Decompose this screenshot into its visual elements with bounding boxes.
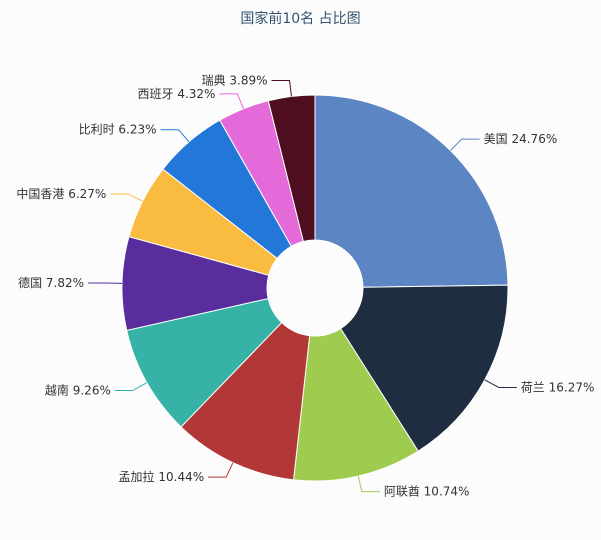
- label-line: [219, 93, 244, 109]
- chart-title: 国家前10名 占比图: [240, 11, 361, 27]
- slice-label: 阿联酋 10.74%: [384, 484, 470, 499]
- pie-slice-7[interactable]: [162, 119, 293, 260]
- slice-label: 美国 24.76%: [484, 132, 558, 146]
- label-line: [160, 129, 190, 143]
- label-line: [484, 379, 517, 388]
- slice-label: 比利时 6.23%: [79, 123, 157, 137]
- pie-slice-2[interactable]: [293, 327, 419, 482]
- slice-label: 越南 9.26%: [45, 383, 111, 398]
- pie-slice-9[interactable]: [267, 94, 316, 243]
- label-line: [450, 138, 480, 151]
- pie-slice-4[interactable]: [126, 297, 283, 428]
- label-line: [110, 193, 143, 202]
- label-line: [114, 382, 148, 392]
- slice-label: 瑞典 3.89%: [202, 74, 268, 88]
- slice-label: 荷兰 16.27%: [521, 380, 595, 394]
- slice-label: 西班牙 4.32%: [138, 87, 216, 101]
- pie-slice-0[interactable]: [314, 94, 509, 288]
- slice-label: 德国 7.82%: [18, 275, 84, 290]
- pie-slice-1[interactable]: [339, 284, 509, 452]
- label-line: [208, 462, 234, 478]
- slice-label: 中国香港 6.27%: [16, 186, 106, 201]
- pie-slice-5[interactable]: [121, 235, 270, 332]
- label-line: [357, 475, 380, 493]
- pie-slice-3[interactable]: [180, 321, 311, 481]
- pie-slice-6[interactable]: [128, 168, 278, 276]
- slice-label: 孟加拉 10.44%: [119, 469, 205, 484]
- label-line: [271, 80, 292, 97]
